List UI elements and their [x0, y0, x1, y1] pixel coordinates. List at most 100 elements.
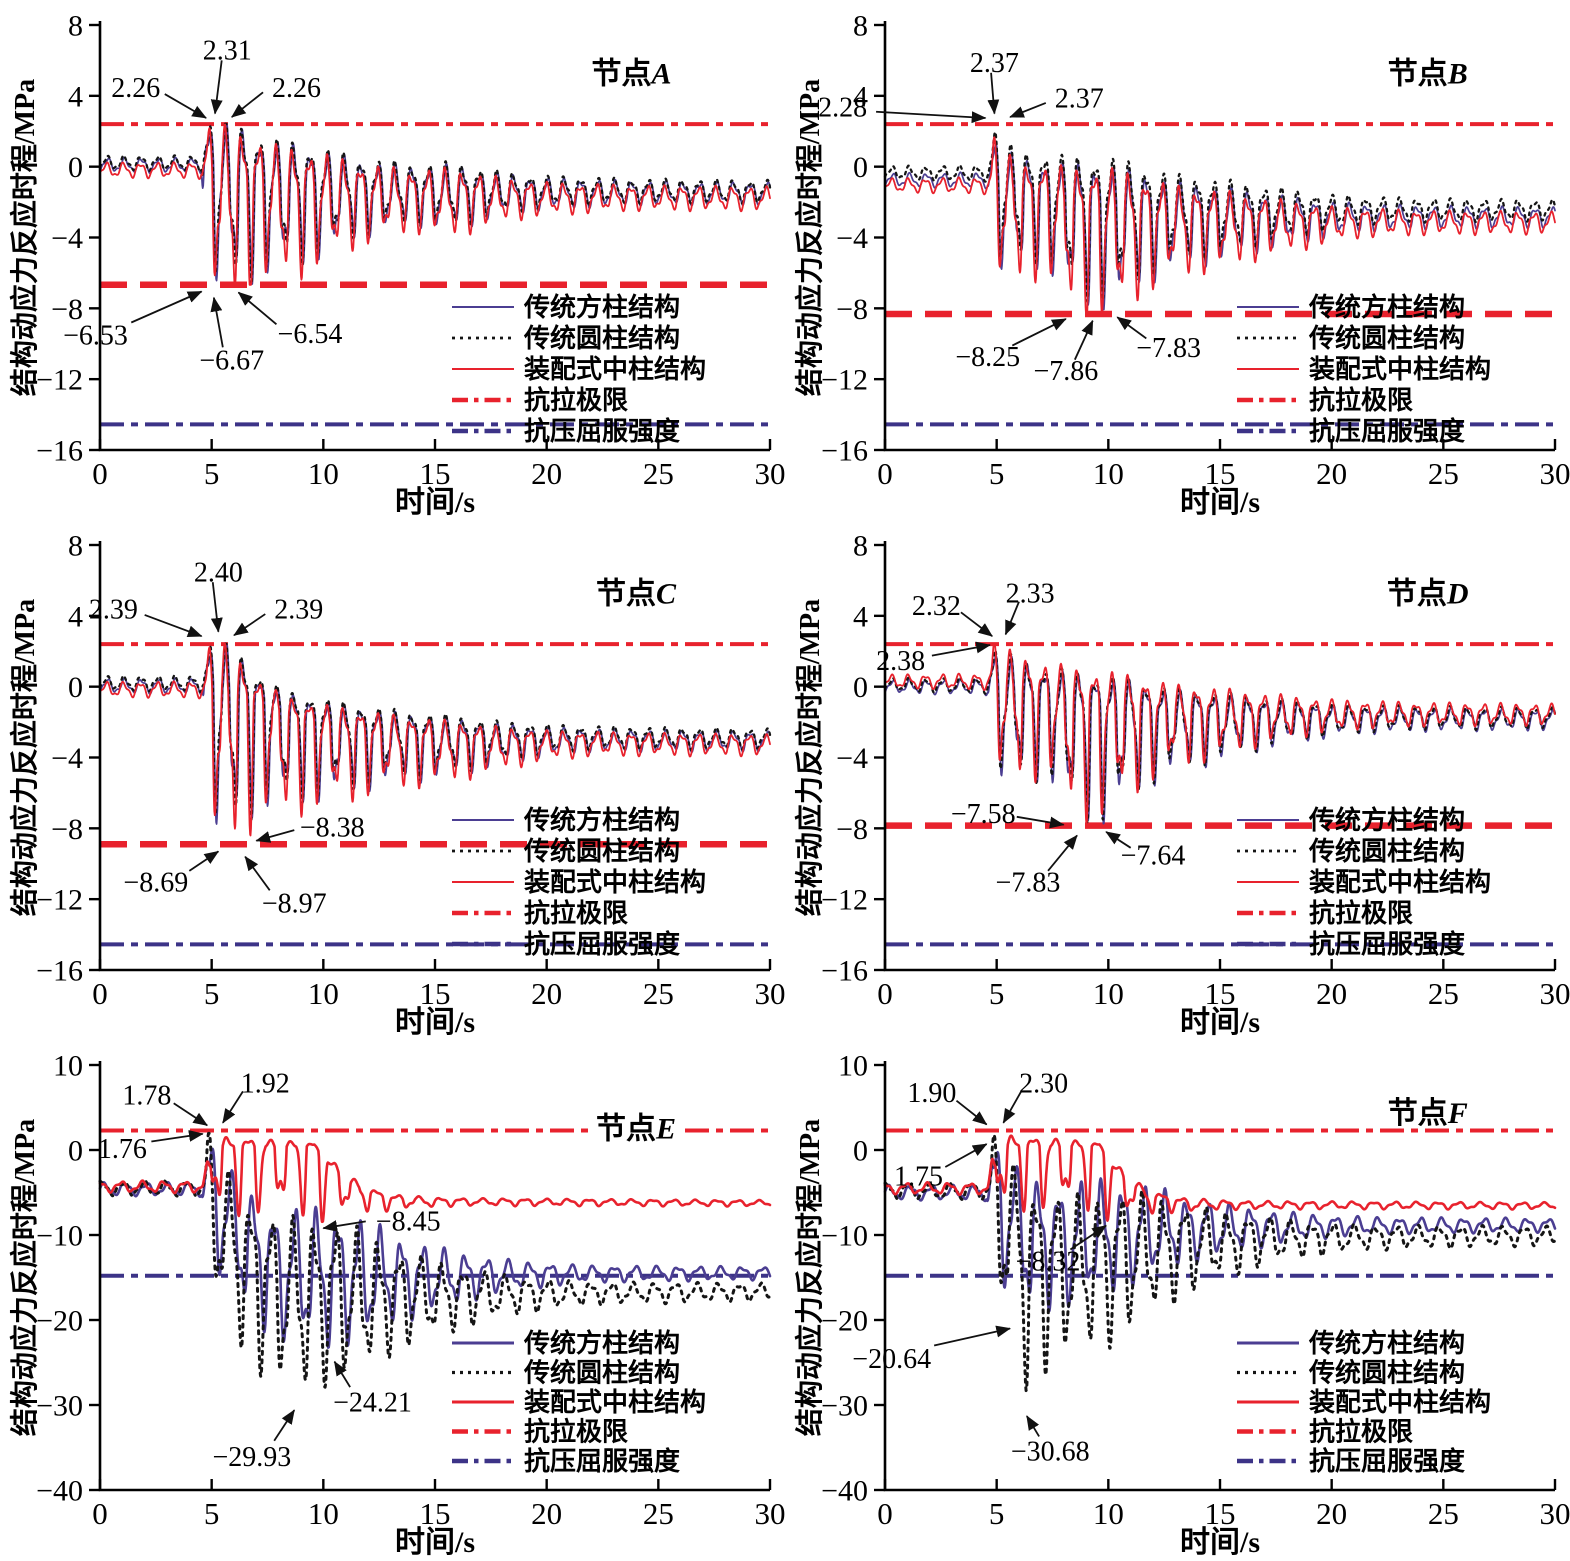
annotation-text: 1.75 [894, 1161, 943, 1192]
x-axis-label: 时间/s [395, 1526, 475, 1559]
annotation-arrow [876, 110, 987, 124]
annotation-arrow [1069, 1224, 1107, 1251]
annotation-text: 2.26 [272, 73, 321, 104]
legend-item: 传统圆柱结构 [452, 836, 680, 866]
legend-label: 装配式中柱结构 [524, 868, 706, 897]
x-tick-label: 15 [420, 976, 451, 1011]
annotation-arrow [944, 1143, 988, 1168]
legend-label: 抗拉极限 [1309, 385, 1413, 415]
annotation-arrow [144, 614, 203, 638]
legend-item: 传统圆柱结构 [452, 323, 680, 353]
x-axis-label: 时间/s [395, 1006, 475, 1039]
legend-label: 抗压屈服强度 [1309, 416, 1465, 446]
legend-label: 抗压屈服强度 [524, 1446, 680, 1476]
annotation-text: −29.93 [212, 1442, 291, 1473]
legend-item: 传统圆柱结构 [1237, 323, 1465, 353]
y-tick-label: 10 [53, 1050, 83, 1083]
annotation-arrow [222, 1090, 244, 1124]
x-tick-label: 25 [1428, 976, 1459, 1011]
annotation-text: 2.31 [203, 36, 252, 67]
annotation-text: −7.86 [1034, 356, 1099, 387]
annotation-text: −30.68 [1011, 1437, 1090, 1468]
chart-cell-F: 10 0 −10 −20 −30 −40 0 5 10 15 20 25 30 结构动应力反应时程/MPa… [785, 1040, 1570, 1561]
y-tick-label: 0 [68, 671, 83, 704]
x-tick-label: 15 [1205, 456, 1236, 491]
annotation-text: 2.30 [1019, 1069, 1068, 1100]
y-tick-label: −16 [36, 435, 83, 468]
legend-item: 传统方柱结构 [452, 292, 680, 322]
x-tick-label: 20 [1316, 456, 1347, 491]
y-axis-label: 结构动应力反应时程/MPa [793, 1119, 826, 1436]
annotation-text: 1.78 [122, 1081, 171, 1112]
legend-item: 抗拉极限 [1237, 1417, 1413, 1447]
x-tick-label: 25 [643, 456, 674, 491]
y-tick-label: −30 [821, 1390, 868, 1423]
legend-item: 抗压屈服强度 [1237, 416, 1465, 446]
annotation-arrow [987, 72, 1000, 115]
legend-item: 抗压屈服强度 [452, 416, 680, 446]
annotation-text: 2.33 [1006, 579, 1055, 610]
annotation-arrow [1002, 1090, 1023, 1124]
annotation-arrow [210, 582, 223, 633]
chart-node-F: 10 0 −10 −20 −30 −40 0 5 10 15 20 25 30 结构动应力反应时程/MPa… [793, 1050, 1570, 1560]
chart-title: 节点D [1387, 577, 1469, 610]
x-tick-label: 0 [92, 1496, 108, 1531]
legend-item: 传统方柱结构 [1237, 292, 1465, 322]
x-axis-label: 时间/s [395, 486, 475, 519]
legend-item: 传统方柱结构 [452, 1328, 680, 1358]
y-tick-label: 4 [853, 80, 868, 113]
y-axis-label: 结构动应力反应时程/MPa [793, 599, 826, 916]
x-tick-label: 10 [1093, 456, 1124, 491]
series-prefab-middle-column [884, 136, 1556, 315]
annotation-text: −24.21 [333, 1387, 412, 1418]
y-tick-label: −8 [836, 813, 868, 846]
chart-node-D: 8 4 0 −4 −8 −12 −16 0 5 10 15 20 25 30 结构动应力反应时程/MPa 时间… [793, 530, 1570, 1040]
x-tick-label: 30 [1540, 1496, 1570, 1531]
chart-title: 节点A [592, 57, 672, 90]
chart-node-A: 8 4 0 −4 −8 −12 −16 0 5 10 15 20 25 30 结构动应力反应时程/MPa 时间… [8, 10, 785, 520]
annotation-arrow [244, 855, 271, 891]
legend-label: 装配式中柱结构 [1309, 1388, 1491, 1417]
x-tick-label: 20 [531, 1496, 562, 1531]
annotation-arrow [231, 91, 264, 118]
y-tick-label: −8 [51, 293, 83, 326]
y-tick-label: −4 [836, 222, 868, 255]
annotation-arrow [233, 613, 266, 637]
annotation-arrow [933, 1325, 1011, 1347]
chart-title-bg [587, 1109, 685, 1149]
series-traditional-circular-column [98, 122, 772, 286]
x-tick-label: 25 [643, 976, 674, 1011]
legend-item: 抗拉极限 [1237, 385, 1413, 415]
legend-item: 传统圆柱结构 [452, 1358, 680, 1388]
series-traditional-square-column [884, 142, 1556, 311]
annotation-arrow [210, 60, 223, 115]
annotation-text: 2.28 [818, 92, 867, 123]
legend-label: 传统圆柱结构 [1308, 836, 1465, 866]
x-tick-label: 10 [308, 976, 339, 1011]
annotation-arrow [1026, 1415, 1040, 1437]
legend-item: 传统方柱结构 [1237, 1328, 1465, 1358]
annotation-text: −8.32 [1016, 1246, 1081, 1277]
x-axis-label: 时间/s [1180, 1006, 1260, 1039]
x-tick-label: 0 [877, 976, 893, 1011]
annotation-arrow [333, 1360, 351, 1388]
y-tick-label: −4 [836, 742, 868, 775]
legend-item: 传统圆柱结构 [1237, 836, 1465, 866]
y-tick-label: 10 [838, 1050, 868, 1083]
y-tick-label: −8 [51, 813, 83, 846]
y-tick-label: −16 [821, 435, 868, 468]
legend-label: 装配式中柱结构 [1309, 868, 1491, 897]
x-tick-label: 5 [204, 976, 220, 1011]
legend-label: 抗压屈服强度 [1309, 929, 1465, 959]
x-tick-label: 25 [1428, 1496, 1459, 1531]
x-tick-label: 5 [204, 1496, 220, 1531]
x-tick-label: 15 [420, 456, 451, 491]
y-tick-label: 0 [853, 671, 868, 704]
legend-label: 传统圆柱结构 [523, 323, 680, 353]
annotation-text: −8.25 [955, 342, 1020, 373]
legend-item: 抗压屈服强度 [452, 1446, 680, 1476]
y-axis-label: 结构动应力反应时程/MPa [8, 79, 41, 396]
